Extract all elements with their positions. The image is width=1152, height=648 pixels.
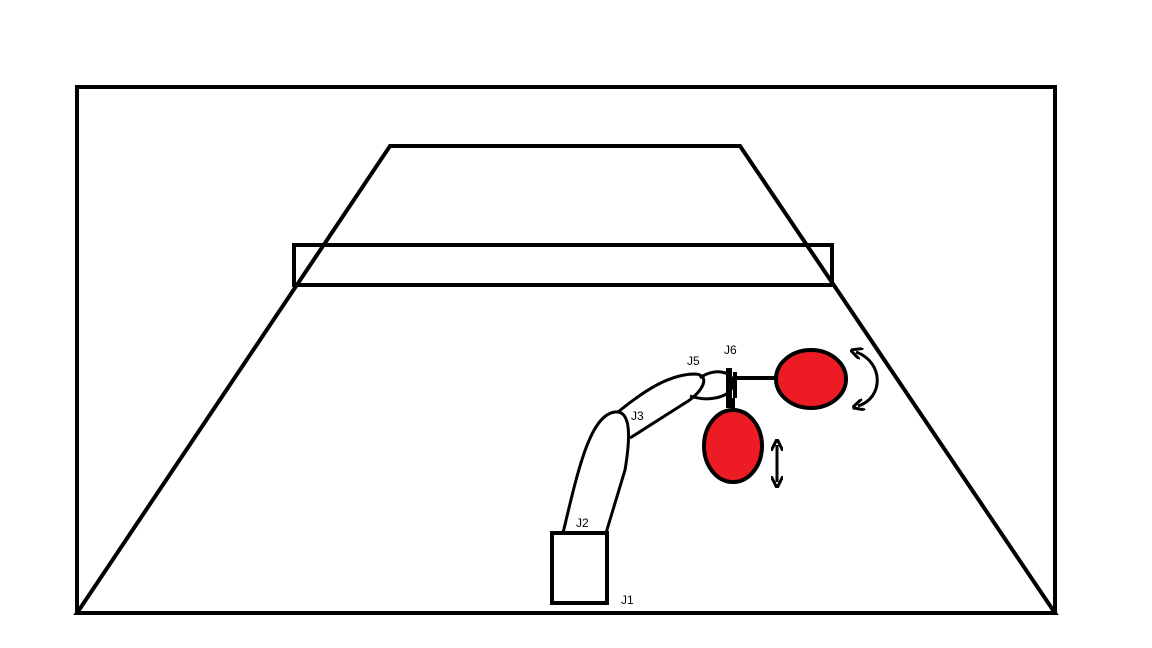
curved-double-arrow-icon xyxy=(856,352,879,406)
label-j2: J2 xyxy=(576,516,589,530)
paddle-right xyxy=(774,348,848,410)
paddle-down xyxy=(702,408,764,484)
label-j6: J6 xyxy=(724,343,737,357)
robot-base xyxy=(550,531,609,605)
label-j5: J5 xyxy=(687,354,700,368)
label-j3: J3 xyxy=(631,409,644,423)
arm-link-lower xyxy=(561,410,630,534)
table-outline xyxy=(73,144,1059,615)
label-j1: J1 xyxy=(621,593,634,607)
net xyxy=(292,243,834,287)
arm-link-upper xyxy=(617,372,706,440)
